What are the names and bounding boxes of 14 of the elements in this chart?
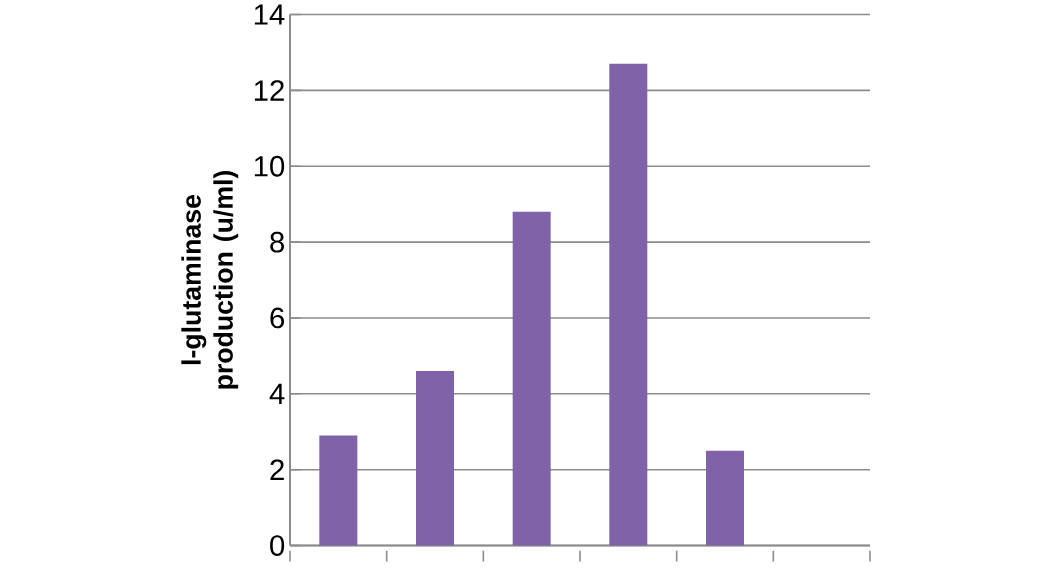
y-tick-label: 6 — [270, 307, 285, 329]
y-tick-label: 10 — [254, 156, 285, 177]
y-tick-label: 4 — [269, 383, 285, 405]
bar — [319, 435, 358, 546]
y-axis-title: l-glutaminase production (u/ml) — [181, 171, 239, 389]
y-tick-label: 8 — [270, 231, 285, 253]
y-tick-label: 14 — [254, 4, 285, 25]
y-tick-label: 0 — [270, 535, 285, 557]
bar — [609, 64, 648, 546]
y-tick-label: 12 — [254, 80, 284, 101]
bar — [512, 211, 551, 546]
bar — [416, 371, 454, 546]
y-tick-label: 2 — [270, 459, 284, 481]
bar — [706, 450, 744, 546]
